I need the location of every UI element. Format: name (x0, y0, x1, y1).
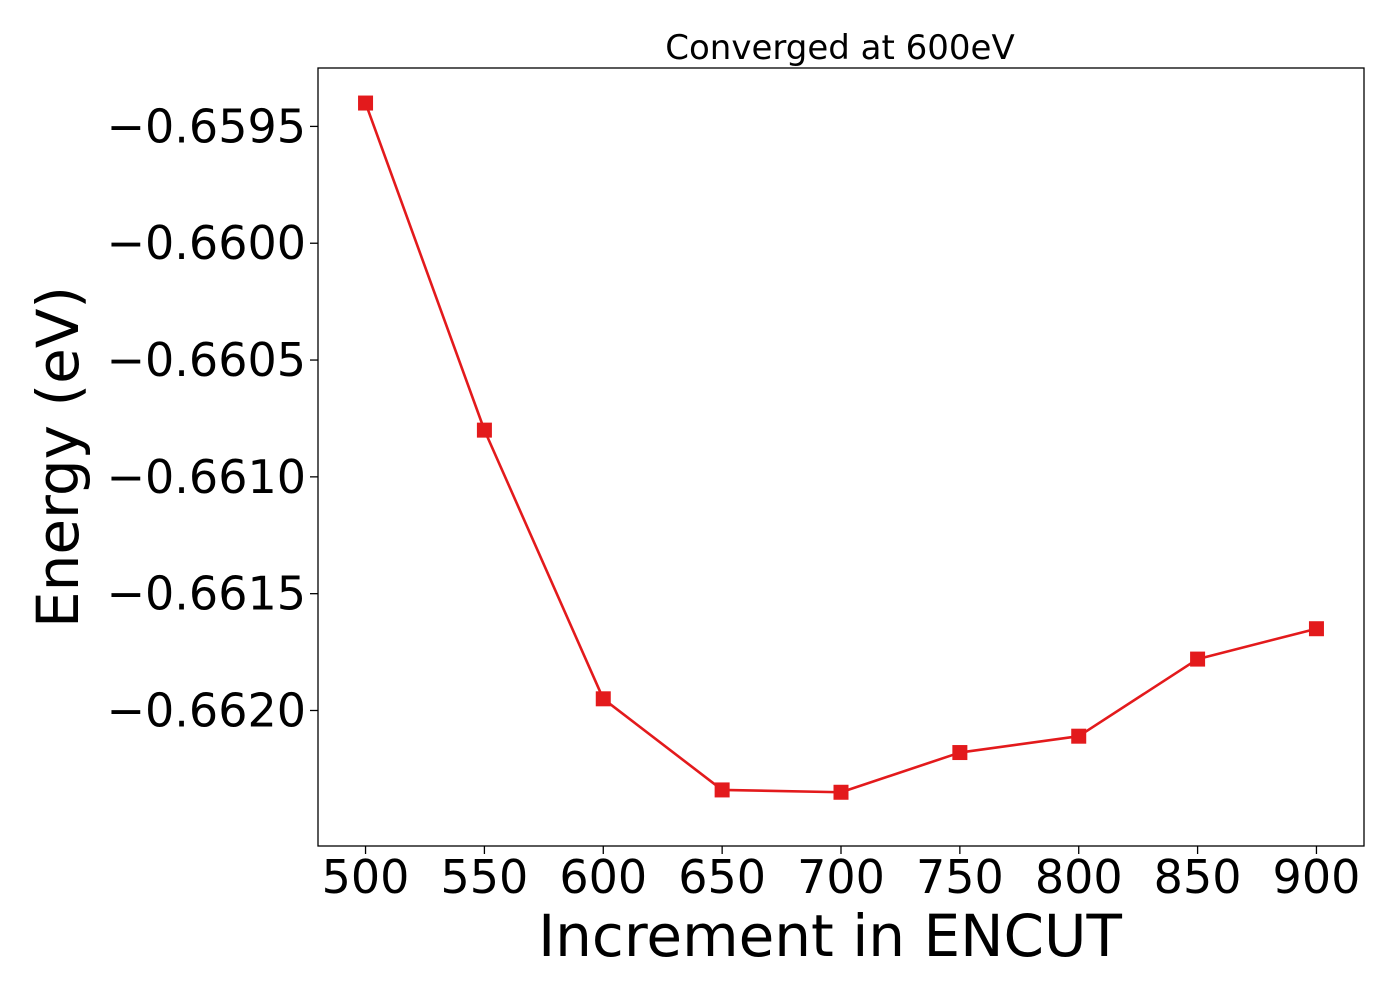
y-tick-label: −0.6615 (107, 567, 307, 621)
x-tick-label: 650 (678, 850, 766, 904)
data-point-marker (595, 691, 611, 707)
plot-frame (317, 67, 1365, 847)
data-point-marker (714, 782, 730, 798)
data-point-marker (833, 784, 849, 800)
y-axis-label: Energy (eV) (24, 286, 92, 628)
y-tick-label: −0.6600 (107, 216, 307, 270)
data-point-marker (476, 422, 492, 438)
data-point-marker (1071, 728, 1087, 744)
y-tick-label: −0.6595 (107, 99, 307, 153)
x-tick-label: 800 (1035, 850, 1123, 904)
data-point-marker (952, 745, 968, 761)
chart-title: Converged at 600eV (665, 28, 1014, 68)
data-point-marker (358, 95, 374, 111)
x-tick-label: 550 (441, 850, 529, 904)
y-tick-label: −0.6610 (107, 450, 307, 504)
data-point-marker (1190, 651, 1206, 667)
x-tick-label: 600 (559, 850, 647, 904)
series-line (364, 102, 1317, 794)
x-axis-label: Increment in ENCUT (538, 902, 1122, 970)
x-tick-label: 750 (916, 850, 1004, 904)
plot-area: 500 550 600 650 700 750 800 850 900 −0.6595 −0.660… (107, 67, 1365, 904)
y-tick-label: −0.6605 (107, 333, 307, 387)
x-tick-label: 900 (1273, 850, 1361, 904)
y-tick-label: −0.6620 (107, 683, 307, 737)
data-point-marker (1308, 621, 1324, 637)
x-tick-label: 850 (1154, 850, 1242, 904)
x-tick-label: 700 (797, 850, 885, 904)
x-tick-label: 500 (322, 850, 410, 904)
